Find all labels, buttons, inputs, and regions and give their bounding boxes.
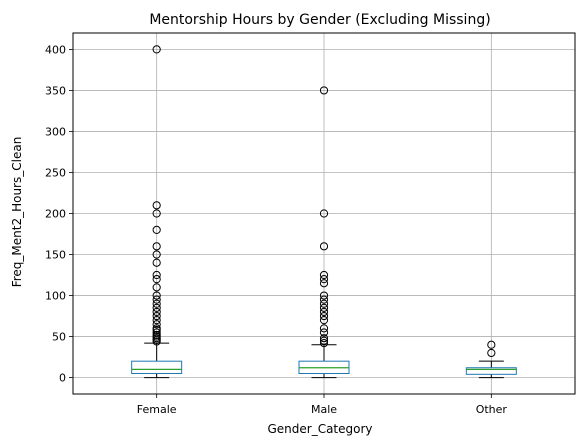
chart-title: Mentorship Hours by Gender (Excluding Mi… bbox=[149, 12, 490, 28]
y-tick-label: 50 bbox=[52, 331, 66, 344]
y-axis-ticks: 0 50 100 150 200 250 300 350 400 bbox=[45, 43, 73, 384]
box-iqr bbox=[466, 368, 516, 375]
y-axis-label: Freq_Ment2_Hours_Clean bbox=[10, 137, 24, 288]
y-tick-label: 350 bbox=[45, 84, 66, 97]
x-tick-label: Female bbox=[137, 403, 177, 416]
y-tick-label: 150 bbox=[45, 249, 66, 262]
y-tick-label: 0 bbox=[59, 372, 66, 385]
y-tick-label: 300 bbox=[45, 125, 66, 138]
x-tick-label: Male bbox=[311, 403, 337, 416]
y-tick-label: 250 bbox=[45, 166, 66, 179]
y-tick-label: 100 bbox=[45, 290, 66, 303]
x-axis-label: Gender_Category bbox=[267, 422, 372, 436]
x-axis-ticks: Female Male Other bbox=[137, 394, 508, 416]
box-iqr bbox=[132, 361, 182, 373]
x-tick-label: Other bbox=[476, 403, 508, 416]
y-tick-label: 400 bbox=[45, 43, 66, 56]
y-tick-label: 200 bbox=[45, 208, 66, 221]
